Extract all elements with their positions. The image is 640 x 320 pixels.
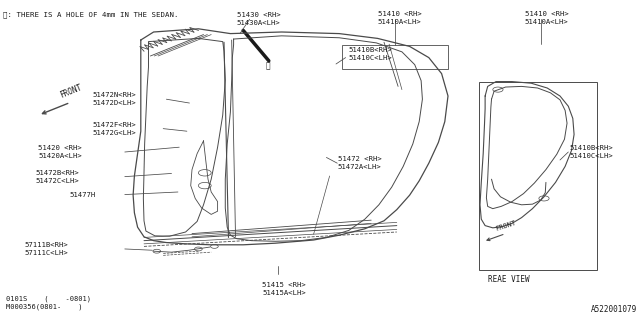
Text: 51410B<RH>
51410C<LH>: 51410B<RH> 51410C<LH> bbox=[570, 145, 613, 159]
Text: ※: THERE IS A HOLE OF 4mm IN THE SEDAN.: ※: THERE IS A HOLE OF 4mm IN THE SEDAN. bbox=[3, 11, 179, 18]
Text: 51472B<RH>
51472C<LH>: 51472B<RH> 51472C<LH> bbox=[35, 170, 79, 183]
Text: 51420 <RH>
51420A<LH>: 51420 <RH> 51420A<LH> bbox=[38, 145, 82, 159]
Text: FRONT: FRONT bbox=[495, 220, 516, 232]
Text: 57111B<RH>
57111C<LH>: 57111B<RH> 57111C<LH> bbox=[24, 242, 68, 256]
Bar bbox=[479, 82, 597, 270]
Text: ※: ※ bbox=[266, 61, 270, 70]
Text: 51410B<RH>
51410C<LH>: 51410B<RH> 51410C<LH> bbox=[349, 47, 392, 60]
Text: 51415 <RH>
51415A<LH>: 51415 <RH> 51415A<LH> bbox=[262, 282, 306, 296]
Text: 51430 <RH>
51430A<LH>: 51430 <RH> 51430A<LH> bbox=[237, 12, 280, 26]
Text: 51477H: 51477H bbox=[69, 192, 95, 197]
Text: A522001079: A522001079 bbox=[591, 305, 637, 314]
Text: REAE VIEW: REAE VIEW bbox=[488, 275, 530, 284]
Text: 51410 <RH>
51410A<LH>: 51410 <RH> 51410A<LH> bbox=[378, 11, 421, 25]
Text: 51472F<RH>
51472G<LH>: 51472F<RH> 51472G<LH> bbox=[93, 122, 136, 135]
Text: FRONT: FRONT bbox=[59, 83, 84, 100]
Text: 51410 <RH>
51410A<LH>: 51410 <RH> 51410A<LH> bbox=[525, 11, 568, 25]
Text: 51472 <RH>
51472A<LH>: 51472 <RH> 51472A<LH> bbox=[338, 156, 381, 170]
Bar bbox=[342, 45, 448, 69]
Text: 0101S    (    -0801)
M000356(0801-    ): 0101S ( -0801) M000356(0801- ) bbox=[6, 295, 92, 310]
Text: 51472N<RH>
51472D<LH>: 51472N<RH> 51472D<LH> bbox=[93, 92, 136, 106]
